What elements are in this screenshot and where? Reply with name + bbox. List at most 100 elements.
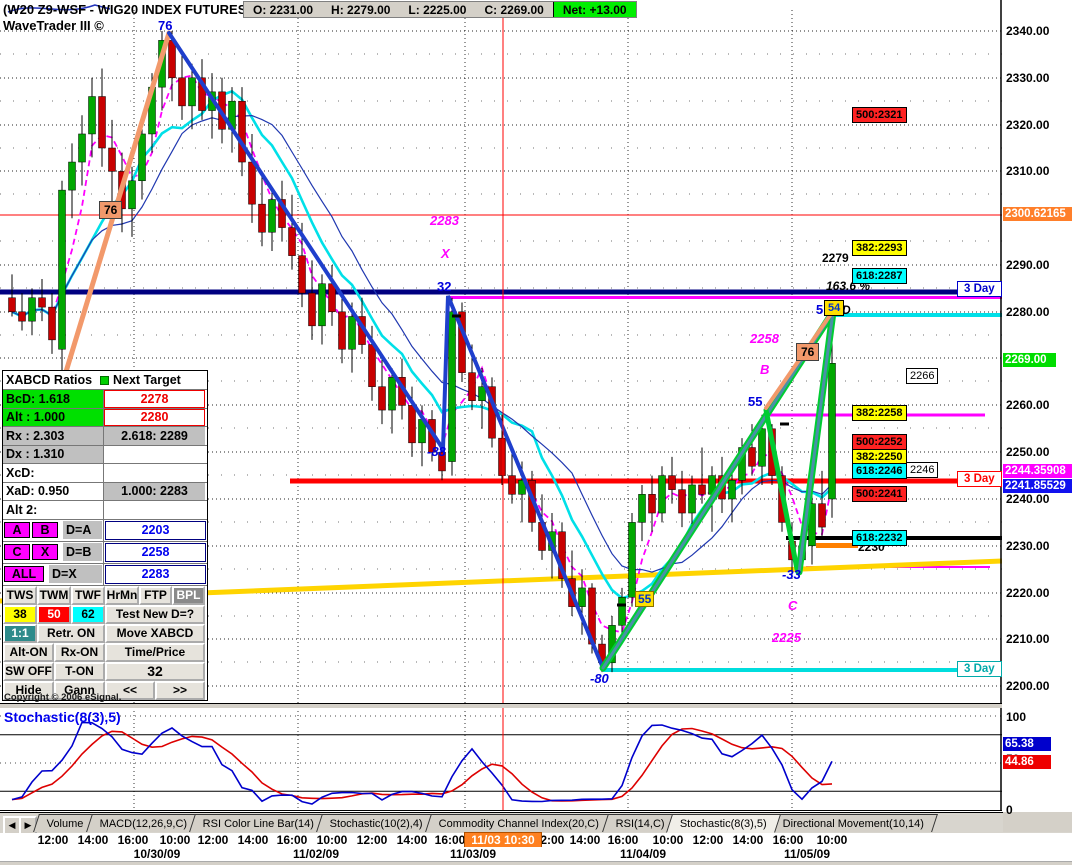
label-d: D	[842, 303, 851, 317]
y-axis-tick: 2230.00	[1006, 539, 1050, 553]
retr-on-button[interactable]: Retr. ON	[37, 623, 105, 643]
ratio-1-1-button[interactable]: 1:1	[3, 623, 37, 643]
ftp-button[interactable]: FTP	[139, 585, 172, 605]
tab-label: Stochastic(10(2),4)	[330, 817, 424, 830]
tab-stochastic-10-2-4-[interactable]: Stochastic(10(2),4)	[316, 814, 438, 832]
tab-macd-12-26-9-c-[interactable]: MACD(12,26,9,C)	[85, 814, 202, 832]
time-tick-label: 14:00	[569, 833, 601, 847]
xabcd-ratios-panel: XABCD Ratios Next Target BcD: 1.618 2278 A…	[2, 370, 208, 701]
target-382-2293: 382:2293	[852, 240, 907, 257]
close-value: C: 2269.00	[484, 2, 544, 17]
ratio-target-value[interactable]	[104, 501, 205, 519]
ratio-target-value[interactable]	[104, 446, 205, 464]
button-row: SW OFF T-ON 32	[3, 661, 207, 681]
ratio-target-value[interactable]	[104, 464, 205, 482]
ratio-label: BcD: 1.618	[3, 390, 104, 408]
point-target-value[interactable]: 2203	[105, 520, 206, 540]
step-back-button[interactable]: <<	[105, 680, 155, 700]
tab-directional-movement-10-14-[interactable]: Directional Movement(10,14)	[769, 814, 939, 832]
tab-commodity-channel-index-20-c-[interactable]: Commodity Channel Index(20,C)	[425, 814, 614, 832]
time-tick-label: 10:00	[316, 833, 348, 847]
ratio-row: XcD:	[3, 464, 207, 483]
step-forward-button[interactable]: >>	[155, 680, 205, 700]
ratio-target-value[interactable]: 2280	[104, 408, 205, 426]
tab-rsi-color-line-bar-14-[interactable]: RSI Color Line Bar(14)	[189, 814, 329, 832]
move-xabcd-button[interactable]: Move XABCD	[105, 623, 205, 643]
bpl-button[interactable]: BPL	[172, 585, 205, 605]
point-box-c[interactable]: C	[4, 544, 30, 560]
hrmn-button[interactable]: HrMn	[105, 585, 139, 605]
alt-on-button[interactable]: Alt-ON	[3, 642, 54, 662]
point-box-all[interactable]: ALL	[4, 566, 44, 582]
tab-label: Stochastic(8(3),5)	[680, 817, 768, 830]
price-2246: 2246	[906, 462, 939, 478]
point-box-a[interactable]: A	[4, 522, 30, 538]
fib-38-button[interactable]: 38	[3, 604, 37, 624]
stoch-d-badge: 44.86	[1003, 755, 1051, 769]
point-box-b[interactable]: B	[32, 522, 58, 538]
twf-button[interactable]: TWF	[71, 585, 105, 605]
label-2225: 2225	[772, 630, 801, 645]
point-target-value[interactable]: 2258	[105, 542, 206, 562]
point-row: ALL D=X 2283	[3, 563, 207, 586]
y-axis-tick: 2250.00	[1006, 445, 1050, 459]
hide-button[interactable]: Hide	[3, 680, 54, 700]
swing-55: 55	[748, 394, 763, 409]
twm-button[interactable]: TWM	[37, 585, 71, 605]
target-618-2287: 618:2287	[852, 268, 907, 285]
target-500-2252: 500:2252	[852, 434, 907, 451]
time-price-button[interactable]: Time/Price	[105, 642, 205, 662]
y-axis-tick: 2200.00	[1006, 679, 1050, 693]
time-tick-label: 16:00	[276, 833, 308, 847]
test-new-d-button[interactable]: Test New D=?	[105, 604, 205, 624]
ratio-label: Rx : 2.303	[3, 427, 104, 445]
stoch-k-badge: 65.38	[1003, 737, 1051, 751]
ratio-label: Alt : 1.000	[3, 408, 104, 426]
ratio-target-value[interactable]: 1.000: 2283	[104, 482, 205, 500]
target-382-2258: 382:2258	[852, 405, 907, 422]
point-box-x[interactable]: X	[32, 544, 58, 560]
ratio-label: XcD:	[3, 464, 104, 482]
t-on-button[interactable]: T-ON	[54, 661, 105, 681]
label-2258: 2258	[750, 331, 779, 346]
y-axis-tick: 2260.00	[1006, 398, 1050, 412]
date-tick-label: 11/03/09	[449, 847, 497, 861]
fib-62-button[interactable]: 62	[71, 604, 105, 624]
time-tick-label: 16:00	[117, 833, 149, 847]
time-tick-label: 14:00	[237, 833, 269, 847]
rx-on-button[interactable]: Rx-ON	[54, 642, 105, 662]
button-row: Hide Gann << >>	[3, 680, 207, 700]
right-arrow-icon: ▶	[24, 820, 32, 830]
ratio-target-value[interactable]: 2.618: 2289	[104, 427, 205, 445]
point-target-value[interactable]: 2283	[105, 564, 206, 584]
tws-button[interactable]: TWS	[3, 585, 37, 605]
crosshair-time-badge: 11/03 10:30	[464, 832, 542, 848]
ratio-target-value[interactable]: 2278	[104, 390, 205, 408]
tab-label: Directional Movement(10,14)	[783, 817, 925, 830]
tab-stochastic-8-3-5-[interactable]: Stochastic(8(3),5)	[666, 814, 782, 833]
stochastic-title: Stochastic(8(3),5)	[4, 709, 121, 725]
sw-off-button[interactable]: SW OFF	[3, 661, 54, 681]
time-tick-label: 14:00	[732, 833, 764, 847]
bars-value-button[interactable]: 32	[105, 661, 205, 681]
point-row: C X D=B 2258	[3, 541, 207, 564]
tab-label: RSI Color Line Bar(14)	[202, 817, 315, 830]
date-tick-label: 11/04/09	[619, 847, 667, 861]
point-label-cell: A B D=A	[3, 519, 104, 541]
ratio-label: Dx : 1.310	[3, 445, 104, 463]
swing-76-top: 76	[158, 18, 173, 33]
fib-50-button[interactable]: 50	[37, 604, 71, 624]
date-axis: 10/30/09 11/02/09 11/03/09 11/04/09 11/05/09	[0, 847, 1072, 861]
y-axis-tick: 2240.00	[1006, 492, 1050, 506]
ratio-row: BcD: 1.618 2278	[3, 390, 207, 409]
swing-5: 5	[816, 302, 824, 317]
stochastic-chart[interactable]	[0, 707, 1002, 811]
time-tick-label: 12:00	[197, 833, 229, 847]
pane-splitter[interactable]	[0, 703, 1002, 708]
low-value: L: 2225.00	[408, 2, 467, 17]
time-tick-label: 12:00	[692, 833, 724, 847]
ratio-row: Alt : 1.000 2280	[3, 408, 207, 427]
gann-button[interactable]: Gann	[54, 680, 105, 700]
open-value: O: 2231.00	[253, 2, 314, 17]
